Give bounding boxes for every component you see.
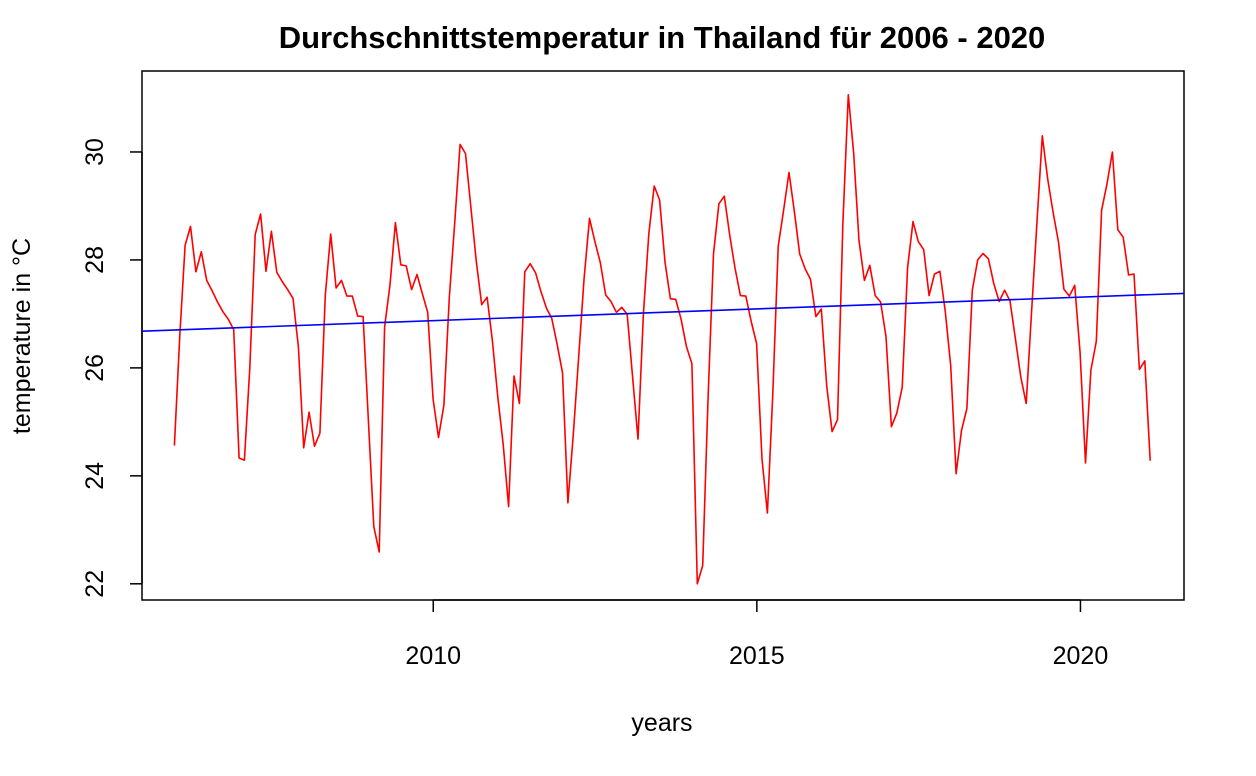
x-axis-label: years: [631, 709, 692, 737]
x-axis: 2010 2015 2020: [405, 599, 1109, 670]
temperature-series-line: [173, 94, 1151, 585]
y-tick-label: 26: [81, 354, 109, 382]
x-tick-label: 2015: [729, 642, 785, 670]
y-axis: 22 24 26 28 30: [81, 138, 143, 598]
x-tick-label: 2010: [405, 642, 461, 670]
trend-line: [141, 292, 1185, 332]
plot-frame: [141, 70, 1185, 601]
y-tick-label: 28: [81, 246, 109, 274]
y-tick-label: 24: [81, 462, 109, 490]
series-layer: [141, 94, 1185, 585]
chart-title: Durchschnittstemperatur in Thailand für …: [279, 20, 1046, 55]
y-axis-label: temperature in °C: [8, 238, 36, 434]
y-tick-label: 22: [81, 570, 109, 598]
y-tick-label: 30: [81, 138, 109, 166]
x-tick-label: 2020: [1053, 642, 1109, 670]
